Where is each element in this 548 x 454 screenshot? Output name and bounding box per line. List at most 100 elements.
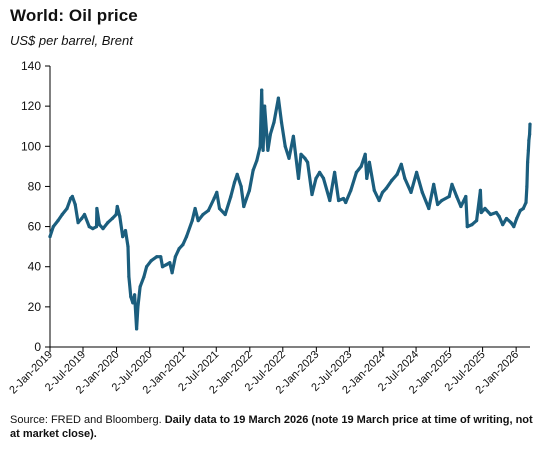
- data-point: [136, 305, 140, 309]
- data-point: [494, 210, 498, 215]
- data-point: [390, 178, 394, 182]
- y-tick-label: 80: [28, 179, 42, 193]
- data-point: [235, 172, 239, 176]
- data-point: [232, 180, 237, 184]
- data-point: [409, 190, 413, 194]
- data-point: [459, 204, 463, 209]
- data-point: [181, 243, 185, 247]
- data-point: [479, 210, 483, 215]
- data-point: [403, 176, 407, 180]
- data-point: [215, 190, 219, 194]
- data-point: [296, 176, 301, 180]
- data-point: [420, 190, 424, 194]
- data-point: [106, 221, 110, 225]
- y-tick-label: 100: [21, 139, 41, 153]
- data-point: [110, 216, 114, 221]
- data-point: [455, 194, 459, 199]
- data-point: [276, 96, 280, 100]
- data-point: [337, 198, 341, 203]
- data-point: [82, 212, 87, 217]
- data-point: [432, 182, 436, 186]
- data-point: [196, 219, 200, 223]
- data-point: [377, 198, 381, 203]
- data-point: [242, 204, 246, 209]
- data-point: [303, 156, 307, 160]
- data-point: [380, 190, 385, 194]
- data-point: [527, 138, 531, 142]
- data-point: [427, 206, 431, 211]
- data-point: [450, 182, 454, 186]
- data-point: [177, 247, 181, 251]
- data-point: [48, 235, 52, 239]
- data-point: [201, 212, 205, 217]
- data-point: [184, 235, 189, 239]
- data-point: [101, 227, 105, 231]
- data-point: [87, 225, 91, 229]
- data-point: [306, 160, 310, 164]
- data-point: [142, 275, 146, 279]
- data-point: [367, 160, 371, 164]
- data-point: [524, 200, 528, 205]
- data-point: [333, 170, 337, 174]
- data-point: [131, 301, 135, 305]
- data-point: [94, 225, 99, 229]
- data-point: [310, 192, 314, 197]
- data-point: [279, 120, 284, 124]
- data-point: [436, 202, 440, 207]
- data-point: [76, 221, 80, 225]
- data-point: [518, 208, 522, 213]
- data-point: [528, 122, 532, 126]
- chart-subtitle: US$ per barrel, Brent: [10, 33, 133, 48]
- data-point: [504, 216, 509, 221]
- data-point: [193, 206, 197, 211]
- data-point: [470, 223, 474, 227]
- data-point: [65, 206, 69, 211]
- data-point: [51, 225, 55, 229]
- series-layer: [48, 88, 532, 331]
- data-point: [114, 212, 118, 217]
- data-point: [399, 162, 403, 166]
- source-data-note: Daily data to 19 March 2026 (note 19 Mar…: [10, 414, 533, 440]
- data-point: [354, 170, 358, 174]
- data-point: [73, 202, 77, 207]
- data-point: [525, 184, 529, 188]
- data-point: [80, 216, 84, 221]
- data-point: [160, 265, 165, 269]
- data-point: [465, 225, 469, 229]
- data-point: [247, 188, 251, 192]
- data-point: [135, 327, 139, 331]
- y-tick-label: 0: [34, 340, 41, 354]
- data-point: [60, 212, 64, 217]
- data-point: [283, 144, 287, 148]
- data-point: [318, 170, 322, 174]
- data-point: [268, 132, 272, 136]
- data-point: [515, 216, 519, 221]
- y-axis: 0 20 40 60 80 100 120 140: [21, 59, 51, 354]
- data-point: [359, 164, 363, 168]
- data-point: [395, 172, 399, 176]
- data-point: [440, 198, 444, 203]
- data-point: [509, 221, 513, 225]
- data-point: [118, 214, 122, 219]
- y-tick-label: 40: [28, 260, 42, 274]
- data-point: [512, 225, 516, 229]
- data-point: [344, 200, 348, 205]
- data-point: [299, 152, 303, 156]
- data-point: [261, 148, 265, 152]
- data-point: [255, 158, 259, 162]
- data-point: [212, 196, 216, 201]
- data-point: [123, 229, 128, 233]
- data-point: [121, 235, 125, 239]
- data-point: [145, 265, 149, 269]
- data-point: [272, 120, 276, 124]
- data-point: [155, 255, 159, 259]
- data-point: [521, 206, 525, 211]
- x-axis: 2-Jan-20192-Jul-20192-Jan-20202-Jul-2020…: [7, 346, 530, 396]
- series-line: [48, 88, 532, 331]
- data-point: [126, 245, 130, 249]
- data-point: [95, 206, 99, 211]
- data-point: [447, 194, 451, 199]
- data-point: [127, 275, 131, 279]
